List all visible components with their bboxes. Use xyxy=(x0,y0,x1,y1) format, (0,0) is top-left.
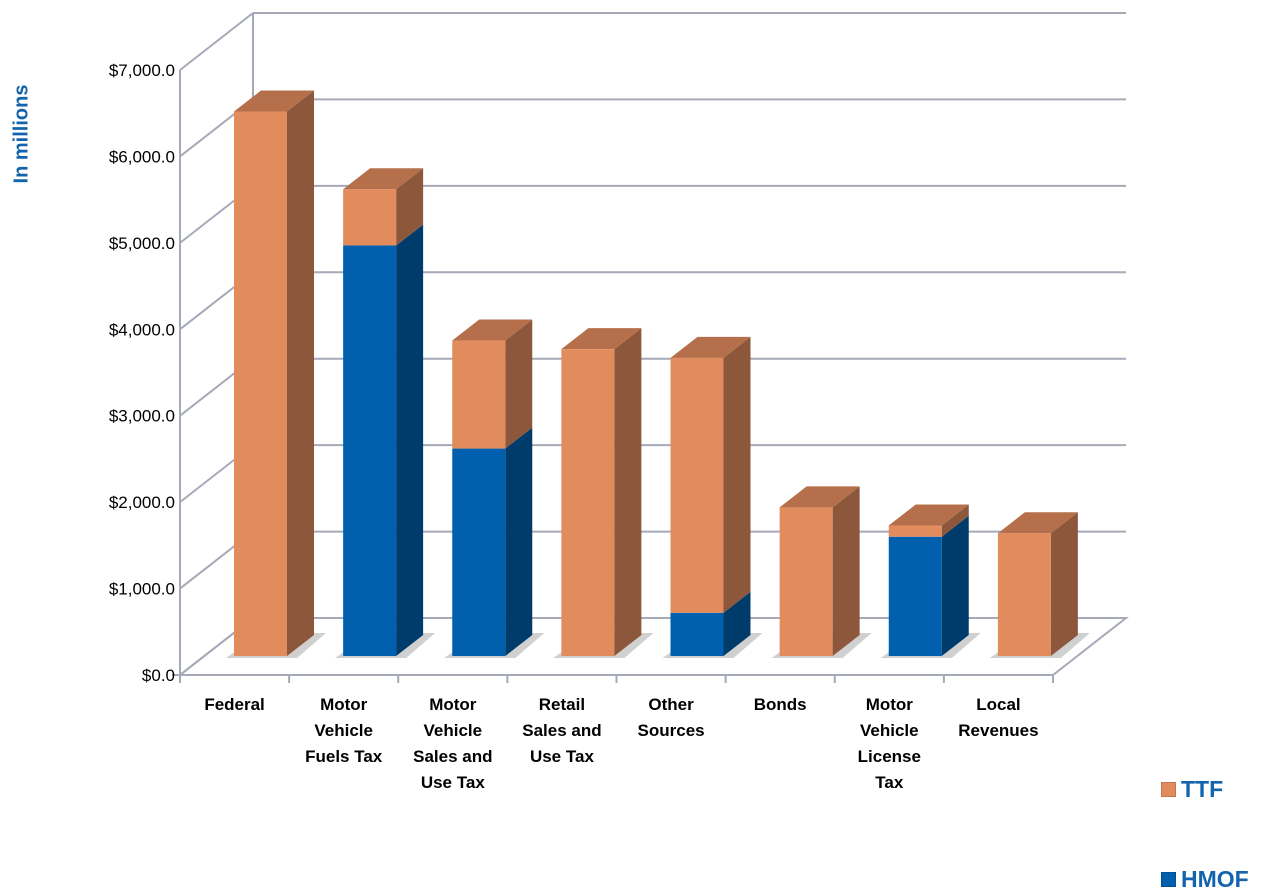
bar-top-7 xyxy=(997,512,1078,534)
legend-swatch-hmof xyxy=(1161,872,1176,887)
x-tick-label: Motor Vehicle License Tax xyxy=(858,695,921,792)
legend-label-hmof: HMOF xyxy=(1181,866,1249,892)
bar-ttf-4-front xyxy=(670,357,724,613)
y-tick-label: $3,000.0 xyxy=(109,407,175,426)
legend-item-ttf: TTF xyxy=(1161,776,1223,803)
bar-top-2 xyxy=(452,319,533,341)
y-tick-label: $2,000.0 xyxy=(109,493,175,512)
bar-hmof-4-side xyxy=(723,591,751,656)
bar-ttf-4-side xyxy=(723,336,751,613)
x-tick-label: Bonds xyxy=(754,695,807,714)
bar-ttf-2-front xyxy=(452,340,506,449)
bar-top-5 xyxy=(779,486,860,508)
bar-ttf-3-front xyxy=(561,349,615,656)
bar-hmof-4-front xyxy=(670,612,724,656)
bar-hmof-1-side xyxy=(396,224,424,656)
x-tick-label: Local Revenues xyxy=(958,695,1038,740)
bar-ttf-0-front xyxy=(234,111,287,656)
bar-ttf-5-front xyxy=(779,507,833,656)
bar-ttf-5-side xyxy=(832,486,860,656)
bar-top-6 xyxy=(888,504,969,526)
y-tick-label: $6,000.0 xyxy=(109,147,175,166)
bar-ttf-3-side xyxy=(614,328,642,656)
y-tick-label: $1,000.0 xyxy=(109,580,175,599)
bar-top-4 xyxy=(670,336,751,358)
legend-label-ttf: TTF xyxy=(1181,776,1224,802)
bar-ttf-6-front xyxy=(888,525,942,537)
bar-hmof-6-front xyxy=(888,536,942,656)
bar-ttf-1-front xyxy=(343,189,397,246)
bar-ttf-7-side xyxy=(1050,512,1078,656)
bar-hmof-6-side xyxy=(941,515,969,656)
x-tick-label: Motor Vehicle Fuels Tax xyxy=(305,695,383,766)
x-tick-label: Other Sources xyxy=(638,695,705,740)
y-tick-label: $0.0 xyxy=(142,666,175,685)
legend-item-hmof: HMOF xyxy=(1161,866,1249,893)
y-tick-label: $4,000.0 xyxy=(109,320,175,339)
bar-ttf-6-side xyxy=(941,504,969,537)
y-tick-label: $7,000.0 xyxy=(109,61,175,80)
y-tick-label: $5,000.0 xyxy=(109,234,175,253)
bar-hmof-2-front xyxy=(452,448,506,656)
bar-ttf-7-front xyxy=(997,533,1051,656)
legend-swatch-ttf xyxy=(1161,782,1176,797)
floor-outline xyxy=(177,617,1129,676)
bar-ttf-0-side xyxy=(287,90,314,656)
bar-hmof-2-side xyxy=(505,427,533,656)
bar-ttf-1-side xyxy=(396,168,424,246)
bar-hmof-1-front xyxy=(343,245,397,656)
gridline-side-7 xyxy=(179,12,254,71)
bar-top-0 xyxy=(234,90,314,112)
x-tick-label: Motor Vehicle Sales and Use Tax xyxy=(413,695,492,792)
x-tick-label: Federal xyxy=(204,695,264,714)
bar-top-3 xyxy=(561,328,642,350)
bar-top-1 xyxy=(343,168,424,190)
bar-ttf-2-side xyxy=(505,319,533,449)
x-tick-label: Retail Sales and Use Tax xyxy=(522,695,601,766)
